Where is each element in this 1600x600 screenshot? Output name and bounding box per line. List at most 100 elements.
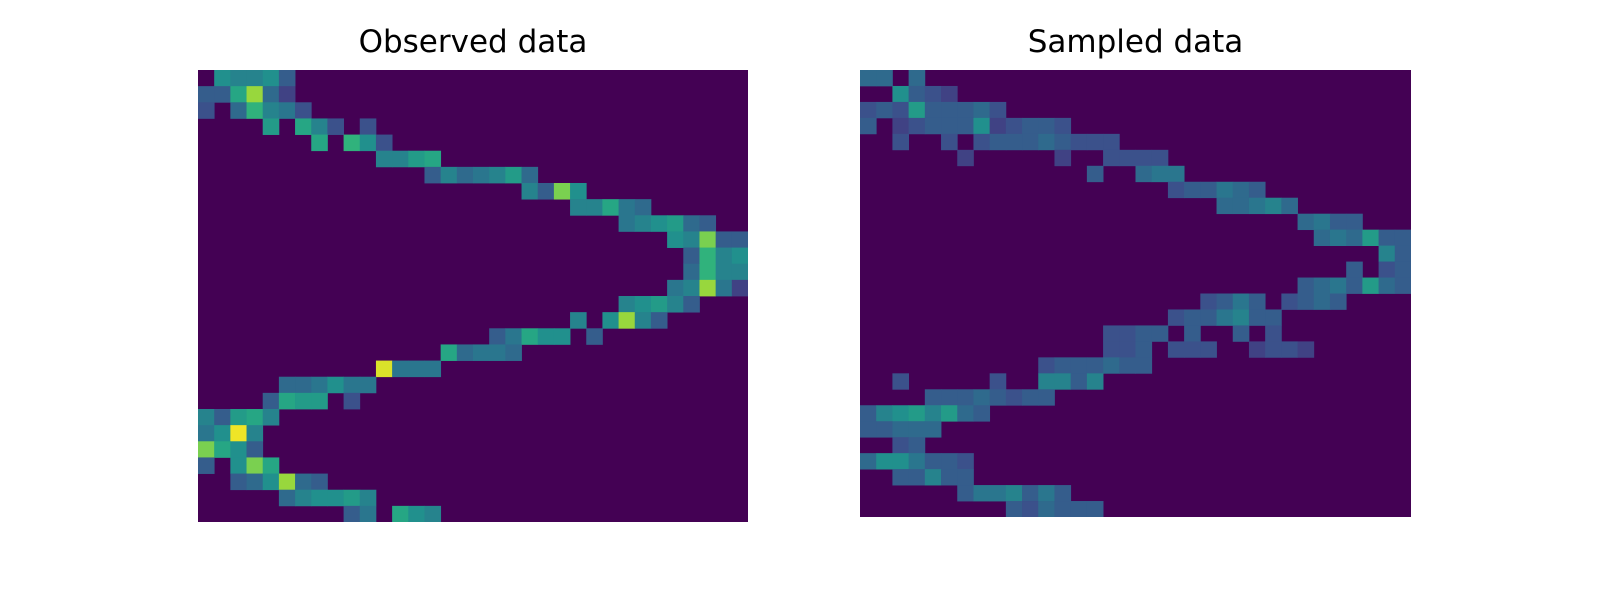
heatmap-cell [1005, 485, 1023, 502]
heatmap-cell [683, 247, 700, 265]
heatmap-cell [892, 133, 910, 151]
heatmap-cell [1346, 277, 1363, 294]
heatmap-cell [860, 117, 877, 135]
heatmap-cell [278, 473, 296, 491]
heatmap-cell [1378, 229, 1396, 246]
heatmap-cell [1184, 181, 1201, 199]
heatmap-cell [343, 376, 361, 394]
heatmap-cell [1167, 165, 1185, 183]
heatmap-cell [424, 166, 442, 184]
sampled-data-panel: Sampled data [860, 20, 1411, 519]
heatmap-cell [941, 133, 958, 151]
heatmap-cell [1070, 373, 1088, 390]
heatmap-cell [957, 149, 974, 167]
heatmap-cell [214, 70, 231, 87]
heatmap-cell [1346, 261, 1363, 278]
heatmap-cell [699, 279, 717, 297]
heatmap-cell [262, 86, 280, 103]
heatmap-cell [941, 389, 958, 406]
heatmap-cell [1038, 485, 1055, 502]
heatmap-cell [941, 453, 958, 470]
heatmap-cell [699, 247, 717, 265]
heatmap-cell [489, 166, 506, 184]
heatmap-cell [908, 101, 926, 119]
heatmap-cell [1167, 341, 1185, 358]
heatmap-cell [230, 102, 247, 119]
heatmap-cell [343, 392, 361, 410]
heatmap-cell [618, 312, 636, 329]
heatmap-cell [957, 405, 974, 422]
heatmap-cell [1135, 149, 1153, 167]
heatmap-cell [473, 344, 490, 361]
heatmap-cell [311, 134, 328, 152]
heatmap-cell [570, 183, 587, 200]
heatmap-cell [246, 441, 264, 458]
heatmap-cell [634, 199, 652, 216]
heatmap-cell [1103, 325, 1120, 342]
heatmap-cell [1151, 149, 1169, 167]
heatmap-cell [424, 150, 442, 168]
heatmap-cell [505, 344, 522, 361]
heatmap-cell [908, 117, 926, 135]
heatmap-cell [392, 360, 409, 378]
heatmap-cell [1005, 501, 1023, 517]
heatmap-cell [295, 376, 312, 394]
heatmap-cell [1135, 165, 1153, 183]
heatmap-cell [359, 134, 377, 152]
heatmap-cell [908, 405, 926, 422]
heatmap-cell [618, 296, 636, 313]
heatmap-cell [1248, 197, 1266, 215]
heatmap-cell [311, 489, 328, 507]
heatmap-cell [715, 231, 733, 248]
heatmap-cell [1248, 341, 1266, 358]
heatmap-cell [924, 85, 942, 103]
heatmap-cell [1184, 309, 1201, 326]
heatmap-cell [1054, 133, 1072, 151]
heatmap-cell [892, 405, 910, 422]
heatmap-cell [1265, 325, 1282, 342]
heatmap-cell [424, 505, 442, 522]
heatmap-cell [570, 199, 587, 216]
heatmap-cell [278, 86, 296, 103]
heatmap-cell [1103, 133, 1120, 151]
heatmap-cell [1054, 485, 1072, 502]
heatmap-cell [1329, 229, 1347, 246]
heatmap-cell [375, 360, 393, 378]
heatmap-cell [198, 441, 215, 458]
heatmap-cell [1378, 245, 1396, 262]
heatmap-cell [1103, 341, 1120, 358]
heatmap-cell [1054, 117, 1072, 135]
heatmap-cell [553, 183, 571, 200]
heatmap-cell [198, 409, 215, 426]
heatmap-cell [650, 296, 668, 313]
heatmap-cell [1022, 133, 1039, 151]
heatmap-cell [973, 389, 991, 406]
heatmap-cell [1248, 309, 1266, 326]
heatmap-cell [1281, 197, 1298, 215]
heatmap-cell [650, 215, 668, 232]
heatmap-cell [1119, 325, 1136, 342]
heatmap-cell [1038, 501, 1055, 517]
heatmap-cell [1313, 229, 1331, 246]
heatmap-cell [1329, 293, 1347, 310]
heatmap-cell [1265, 309, 1282, 326]
heatmap-cell [1216, 197, 1234, 215]
heatmap-cell [214, 425, 231, 442]
chart-title: Observed data [358, 24, 588, 60]
heatmap-cell [908, 70, 926, 87]
heatmap-cell [1297, 213, 1315, 231]
heatmap-cell [246, 102, 264, 119]
heatmap-cell [375, 134, 393, 152]
heatmap-cell [521, 328, 539, 345]
heatmap-cell [1346, 229, 1363, 246]
heatmap-cell [634, 215, 652, 232]
heatmap-cell [892, 437, 910, 454]
heatmap-cell [924, 389, 942, 406]
heatmap-cell [1313, 277, 1331, 294]
chart-title: Sampled data [1027, 24, 1244, 60]
heatmap-cell [1135, 341, 1153, 358]
heatmap-cell [1297, 341, 1315, 358]
heatmap-cell [941, 101, 958, 119]
heatmap-cell [198, 425, 215, 442]
heatmap-cell [230, 457, 247, 474]
